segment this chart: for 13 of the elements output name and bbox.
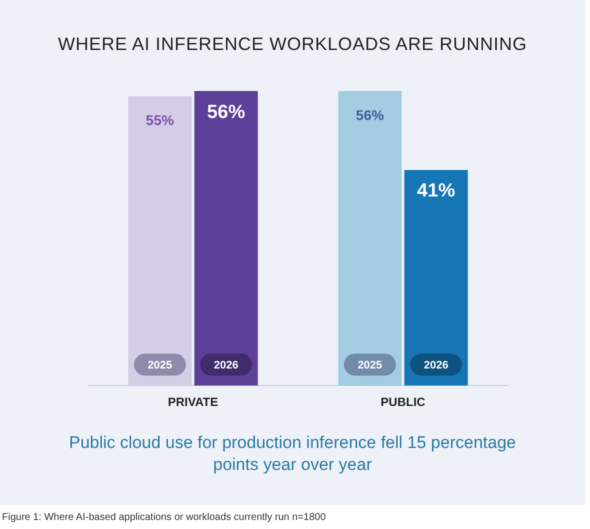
x-tick-label: PRIVATE xyxy=(168,395,218,410)
data-label: 56% xyxy=(207,102,246,123)
text: 2025 xyxy=(358,360,382,372)
chart-title: WHERE AI INFERENCE WORKLOADS ARE RUNNING xyxy=(56,34,528,55)
data-label: 55% xyxy=(146,112,174,128)
data-label: 56% xyxy=(356,106,384,123)
caption: Figure 1: Where AI-based applications or workloads currently run n=1800 xyxy=(2,512,326,523)
x-tick-label: PUBLIC xyxy=(380,395,426,410)
series-label: 2025 xyxy=(148,360,172,372)
series-label: 2026 xyxy=(214,360,238,372)
text: Public cloud use for production inference fell 15 percentage points year over year xyxy=(68,432,517,476)
data-label: 41% xyxy=(417,180,456,202)
text: 2026 xyxy=(424,360,448,372)
